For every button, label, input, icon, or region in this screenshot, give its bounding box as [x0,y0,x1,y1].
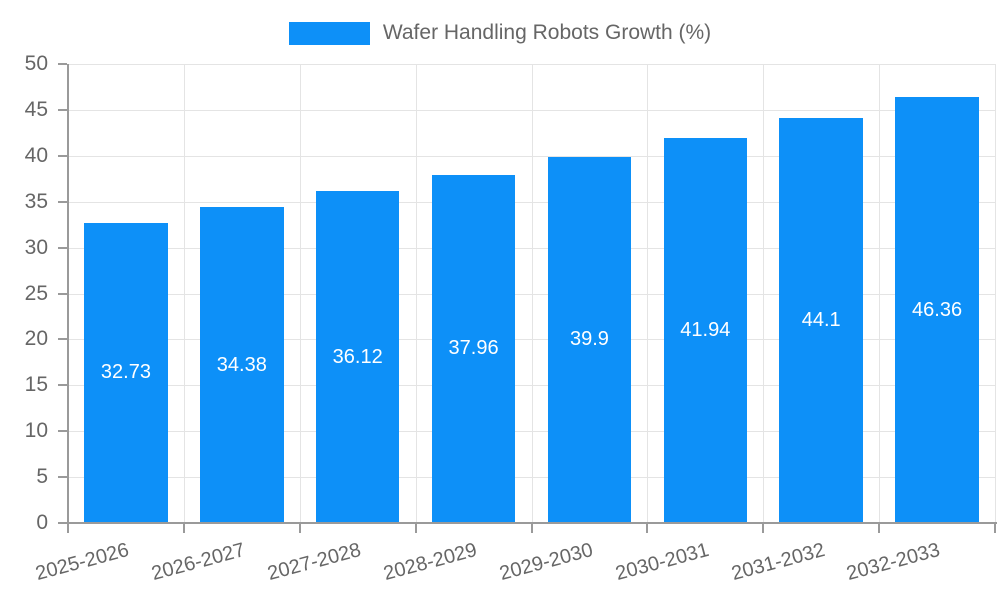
y-tick-label: 0 [36,511,48,534]
bar-value-label: 37.96 [448,337,499,360]
y-axis-tick [58,430,67,433]
y-tick-label: 10 [24,419,48,443]
y-axis-tick [58,200,67,203]
y-axis-tick [58,63,67,65]
bar-value-label: 44.1 [801,309,841,332]
bar-value-label: 36.12 [332,345,383,368]
y-tick-label: 15 [24,373,48,397]
legend-swatch [288,21,370,45]
v-gridline [415,64,417,523]
y-tick-label: 45 [24,97,48,121]
v-gridline [879,64,881,523]
x-tick-label: 2032-2033 [844,539,943,586]
y-tick-label: 5 [36,465,48,489]
y-tick-label: 50 [24,52,48,75]
y-axis-tick [58,338,67,341]
x-axis-tick [182,523,185,533]
y-tick-label: 20 [24,327,48,351]
x-tick-label: 2028-2029 [381,539,480,586]
bar-value-label: 39.9 [569,328,609,351]
bar-value-label: 46.36 [912,298,963,321]
y-tick-label: 40 [24,143,48,167]
x-tick-label: 2031-2032 [728,539,827,586]
bar[interactable]: 32.73 [84,222,168,523]
y-axis-tick [58,108,67,111]
x-axis-tick [878,523,881,533]
bar[interactable]: 44.1 [779,118,863,523]
y-axis-tick [58,476,67,479]
v-gridline [995,64,996,523]
bar-value-label: 41.94 [680,319,731,341]
bar[interactable]: 36.12 [315,191,400,523]
v-gridline [647,64,649,523]
v-gridline [531,64,533,523]
x-axis-tick [298,523,301,533]
bar[interactable]: 41.94 [663,138,748,523]
bar[interactable]: 39.9 [547,156,632,523]
legend-item[interactable]: Wafer Handling Robots Growth (%) [0,18,1000,48]
plot-area: 0 5 10 15 20 25 30 35 40 45 50 32.73 34.38 36.12 37.96… [25,52,997,585]
y-axis-tick [58,292,67,295]
legend-label: Wafer Handling Robots Growth (%) [382,21,712,44]
v-gridline [763,64,765,523]
y-axis-tick [58,246,67,249]
bar[interactable]: 46.36 [895,97,979,523]
v-gridline [183,64,185,523]
x-axis-tick [414,523,417,533]
y-axis-tick [58,522,67,524]
x-tick-label: 2025-2026 [33,539,132,586]
y-axis-tick [58,154,67,157]
x-axis-tick [530,523,533,533]
v-gridline [299,64,301,523]
x-axis-tick [646,523,649,533]
y-tick-label: 30 [24,235,48,259]
bar[interactable]: 37.96 [431,174,516,523]
bar-value-label: 34.38 [216,353,267,376]
x-axis-tick [994,523,996,533]
bar[interactable]: 34.38 [200,207,284,523]
bar-value-label: 32.73 [100,361,151,384]
y-axis-line [67,64,69,533]
y-tick-label: 25 [24,281,48,305]
x-axis-tick [762,523,765,533]
y-tick-label: 35 [24,189,48,213]
x-tick-label: 2027-2028 [265,539,364,586]
y-axis-tick [58,384,67,387]
x-tick-label: 2029-2030 [497,539,596,586]
x-tick-label: 2030-2031 [612,539,712,586]
x-tick-label: 2026-2027 [149,539,248,586]
x-axis-line [67,522,997,524]
